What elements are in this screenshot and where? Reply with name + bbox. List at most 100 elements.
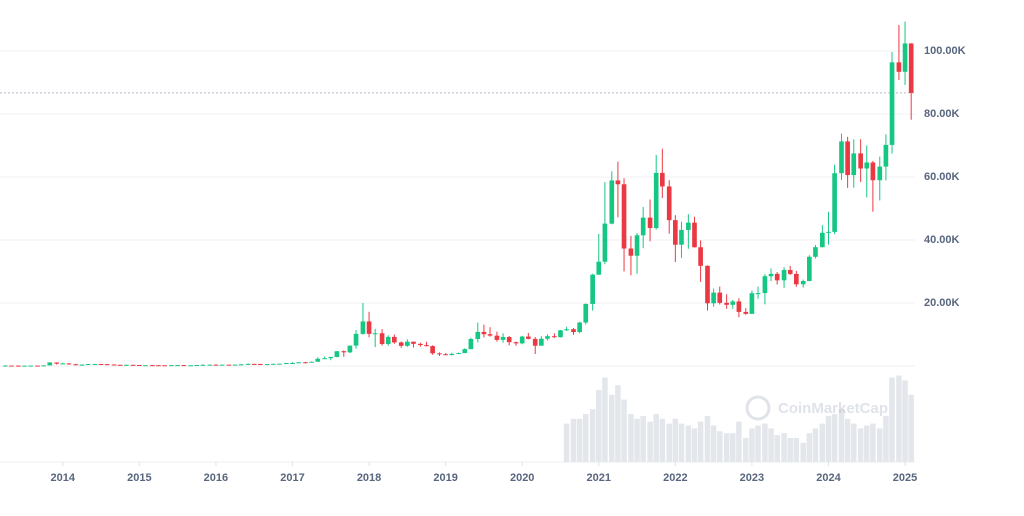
candle-body — [156, 365, 161, 367]
volume-bar — [582, 414, 589, 462]
candle-body — [870, 162, 876, 181]
candle-body — [730, 301, 736, 305]
volume-bar — [609, 394, 615, 462]
volume-bar — [659, 418, 666, 462]
candle-body — [16, 365, 21, 367]
candle-body — [468, 339, 474, 350]
candle-body — [35, 365, 40, 367]
candle-body — [896, 62, 902, 72]
candle-body — [385, 336, 391, 345]
candle-body — [673, 220, 678, 245]
candle-body — [768, 273, 774, 277]
candle-body — [800, 281, 806, 285]
watermark: CoinMarketCap — [745, 395, 888, 421]
candle-body — [774, 273, 780, 281]
candle-body — [309, 361, 314, 363]
volume-bar — [640, 415, 646, 462]
volume-bar — [615, 385, 621, 462]
y-tick-label: 100.00K — [924, 45, 966, 57]
candle-body — [188, 365, 193, 367]
candle-body — [181, 365, 187, 367]
candle-body — [392, 336, 397, 343]
candle-body — [437, 353, 442, 355]
candle-body — [251, 363, 257, 365]
candle-body — [525, 336, 531, 339]
candle-body — [558, 330, 563, 338]
candle-body — [3, 365, 8, 367]
candle-body — [877, 166, 883, 181]
volume-bar — [723, 433, 730, 462]
candle-body — [793, 273, 799, 285]
volume-bar — [800, 442, 806, 462]
candle-body — [564, 329, 569, 331]
x-tick-label: 2014 — [51, 472, 76, 484]
candle-body — [130, 364, 136, 366]
volume-bar — [857, 428, 864, 462]
candle-body — [54, 362, 59, 364]
volume-bar — [850, 423, 857, 462]
candle-body — [462, 349, 468, 354]
candle-body — [513, 342, 519, 344]
y-tick-label: 20.00K — [924, 297, 960, 309]
candle-body — [692, 222, 697, 248]
candle-body — [328, 356, 334, 359]
candle-body — [258, 364, 263, 366]
y-tick-label: 80.00K — [924, 108, 960, 120]
candle-body — [418, 343, 423, 346]
candle-body — [28, 365, 33, 367]
candle-body — [303, 362, 308, 364]
candle-body — [430, 346, 435, 354]
candle-body — [124, 364, 129, 366]
candle-body — [411, 341, 416, 344]
volume-bar — [838, 409, 845, 462]
y-tick-label: 60.00K — [924, 171, 960, 183]
candle-body — [839, 141, 844, 174]
x-tick-label: 2024 — [816, 472, 841, 484]
candle-body — [481, 331, 487, 335]
volume-bar — [666, 423, 672, 462]
volume-bar — [844, 418, 851, 462]
candle-body — [621, 184, 627, 249]
candle-body — [360, 321, 366, 334]
volume-bar — [602, 377, 608, 462]
candle-body — [749, 293, 755, 314]
candle-body — [150, 365, 155, 367]
candle-body — [245, 363, 251, 365]
volume-bar — [589, 409, 596, 462]
candle-body — [424, 345, 429, 347]
volume-bar — [704, 415, 711, 462]
volume-bar — [647, 421, 653, 462]
candle-body — [864, 162, 870, 169]
candle-body — [647, 217, 653, 229]
candle-body — [609, 180, 615, 224]
candle-body — [615, 180, 621, 185]
candle-body — [781, 269, 787, 281]
candle-body — [494, 335, 500, 340]
candle-body — [596, 261, 602, 275]
candle-body — [290, 362, 295, 364]
x-tick-label: 2016 — [204, 472, 228, 484]
candle-body — [85, 364, 91, 366]
candle-body — [807, 256, 812, 282]
candle-body — [813, 247, 818, 257]
x-tick-label: 2023 — [740, 472, 764, 484]
candle-body — [755, 293, 761, 295]
candle-body — [571, 329, 576, 333]
candle-body — [686, 222, 691, 230]
volume-bar — [736, 421, 742, 462]
volume-bar — [870, 423, 876, 462]
volume-bar — [762, 423, 768, 462]
candle-body — [583, 303, 589, 323]
candle-body — [9, 365, 14, 367]
candle-body — [92, 363, 98, 365]
volume-bar — [819, 423, 826, 462]
x-tick-label: 2018 — [357, 472, 381, 484]
candle-body — [22, 365, 27, 367]
candle-body — [500, 337, 506, 340]
plot — [0, 50, 915, 466]
volume-bar — [877, 428, 883, 462]
candle-body — [73, 364, 79, 366]
volume-bar — [812, 428, 819, 462]
candle-body — [277, 363, 282, 365]
